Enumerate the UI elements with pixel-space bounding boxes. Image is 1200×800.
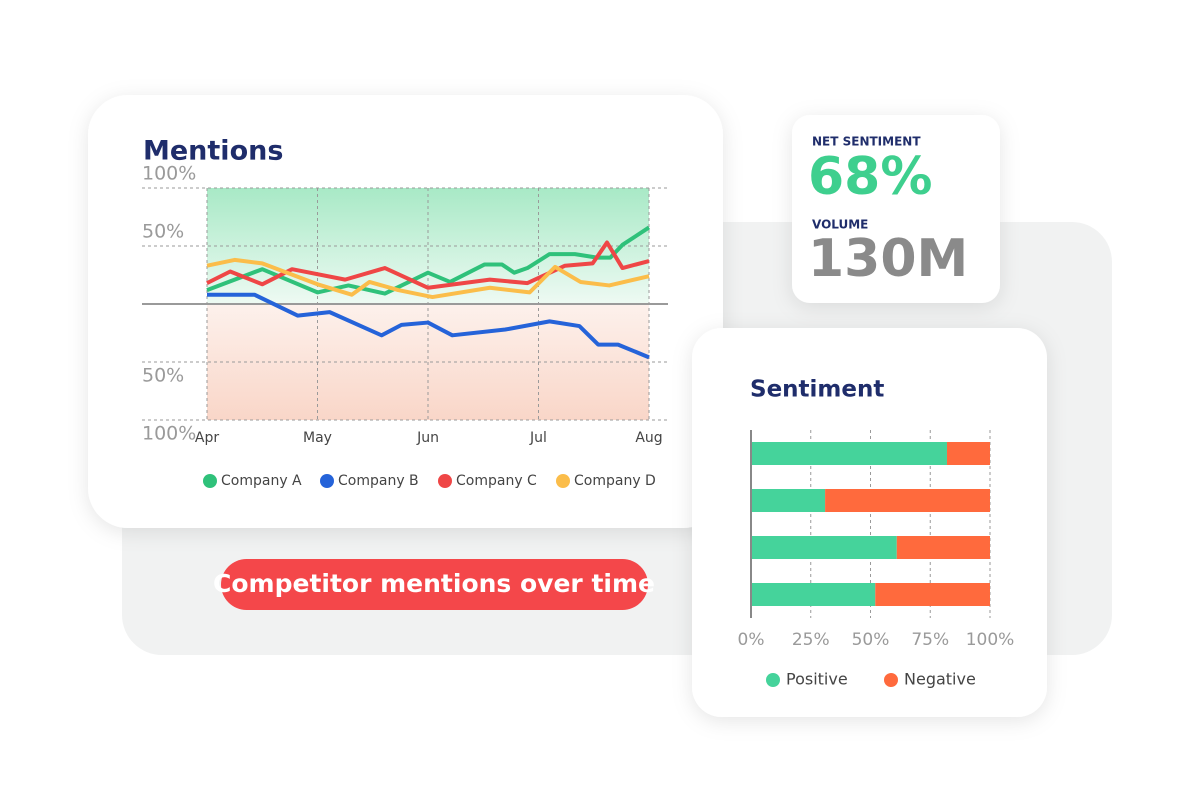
x-tick-label: Aug bbox=[635, 430, 662, 446]
x-tick-label: 25% bbox=[792, 630, 830, 650]
legend-label: Company A bbox=[221, 473, 302, 489]
kpi-value: 68% bbox=[808, 147, 932, 207]
series-line bbox=[207, 292, 650, 360]
y-tick-label: 50% bbox=[142, 221, 184, 243]
kpi-label: NET SENTIMENT bbox=[812, 135, 921, 149]
series-line bbox=[206, 257, 650, 300]
bar-segment bbox=[946, 442, 990, 465]
legend-label: Positive bbox=[786, 670, 848, 689]
bar-segment bbox=[825, 489, 990, 512]
legend-label: Company C bbox=[456, 473, 537, 489]
caption-button[interactable] bbox=[221, 559, 648, 610]
x-tick-label: 75% bbox=[911, 630, 949, 650]
kpi-card bbox=[792, 115, 1000, 303]
x-tick-label: Jul bbox=[529, 430, 547, 446]
legend-marker bbox=[766, 673, 780, 687]
legend-marker bbox=[884, 673, 898, 687]
series-line bbox=[206, 225, 651, 296]
series-line bbox=[206, 240, 650, 290]
bar-segment bbox=[751, 489, 826, 512]
y-tick-label: 100% bbox=[142, 423, 196, 445]
legend-marker bbox=[203, 474, 217, 488]
legend-label: Company B bbox=[338, 473, 419, 489]
kpi-label: VOLUME bbox=[812, 218, 868, 232]
bar-segment bbox=[751, 442, 947, 465]
bar-segment bbox=[875, 583, 990, 606]
x-tick-label: 50% bbox=[852, 630, 890, 650]
x-tick-label: 0% bbox=[738, 630, 765, 650]
x-tick-label: Apr bbox=[195, 430, 219, 446]
bar-segment bbox=[896, 536, 990, 559]
y-tick-label: 50% bbox=[142, 365, 184, 387]
legend-marker bbox=[556, 474, 570, 488]
y-tick-label: 100% bbox=[142, 163, 196, 185]
legend-marker bbox=[320, 474, 334, 488]
sentiment-card bbox=[692, 328, 1047, 717]
chart-title: Sentiment bbox=[750, 377, 884, 403]
chart-title: Mentions bbox=[143, 136, 283, 167]
kpi-value: 130M bbox=[808, 229, 968, 289]
legend-label: Negative bbox=[904, 670, 976, 689]
bar-segment bbox=[751, 536, 897, 559]
legend-label: Company D bbox=[574, 473, 656, 489]
x-tick-label: May bbox=[303, 430, 332, 446]
x-tick-label: 100% bbox=[966, 630, 1015, 650]
bar-segment bbox=[751, 583, 876, 606]
caption[interactable]: Competitor mentions over time bbox=[213, 569, 655, 598]
x-tick-label: Jun bbox=[416, 430, 439, 446]
legend-marker bbox=[438, 474, 452, 488]
